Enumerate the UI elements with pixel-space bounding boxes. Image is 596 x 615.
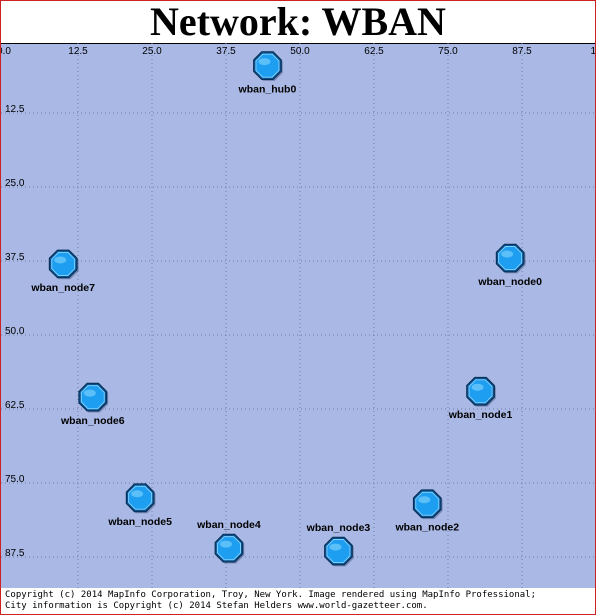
node-label: wban_node3 [306,522,371,534]
node-icon [216,536,241,561]
y-tick-label: 12.5 [5,104,25,115]
x-tick-label: 0.0 [1,46,11,57]
copyright-line-2: City information is Copyright (c) 2014 S… [5,601,428,611]
network-node[interactable]: wban_node0 [477,243,542,288]
copyright-line-1: Copyright (c) 2014 MapInfo Corporation, … [5,590,537,600]
x-tick-label: 75.0 [438,46,458,57]
node-icon [80,385,105,410]
y-tick-label: 25.0 [5,178,25,189]
node-highlight [329,543,342,551]
node-label: wban_node2 [394,522,459,534]
node-icon [468,379,493,404]
x-tick-label: 10 [590,46,595,57]
node-highlight [418,496,431,504]
network-node[interactable]: wban_node4 [196,519,261,564]
y-tick-label: 62.5 [5,400,25,411]
node-label: wban_hub0 [238,84,297,96]
x-tick-label: 37.5 [216,46,236,57]
network-node[interactable]: wban_node3 [306,522,371,567]
node-label: wban_node5 [107,516,172,528]
x-tick-label: 62.5 [364,46,384,57]
node-icon [51,251,76,276]
network-node[interactable]: wban_node6 [60,382,125,427]
map-background [1,43,595,588]
map-title: Network: WBAN [150,0,446,44]
x-tick-label: 87.5 [512,46,532,57]
y-tick-label: 50.0 [5,326,25,337]
x-tick-label: 25.0 [142,46,162,57]
node-icon [415,491,440,516]
node-highlight [258,58,271,66]
y-tick-label: 75.0 [5,474,25,485]
node-icon [128,485,153,510]
node-highlight [54,256,67,264]
y-tick-label: 87.5 [5,548,25,559]
node-label: wban_node6 [60,415,125,427]
copyright-notice: Copyright (c) 2014 MapInfo Corporation, … [5,590,536,612]
node-icon [498,246,523,271]
network-node[interactable]: wban_node1 [448,376,513,421]
node-highlight [219,540,232,548]
node-icon [255,53,280,78]
node-icon [326,539,351,564]
network-map[interactable]: 0.0 12.5 25.0 37.5 50.0 62.5 75.0 87.5 10 12.5 25.… [1,43,595,588]
node-highlight [83,389,96,397]
network-node[interactable]: wban_node7 [30,249,95,294]
node-label: wban_node4 [196,519,261,531]
x-tick-label: 12.5 [68,46,88,57]
network-node[interactable]: wban_node5 [107,483,172,528]
node-highlight [471,383,484,391]
network-node[interactable]: wban_node2 [394,489,459,534]
node-label: wban_node7 [30,282,95,294]
node-label: wban_node0 [477,276,542,288]
node-highlight [131,490,144,498]
y-tick-label: 37.5 [5,252,25,263]
network-node[interactable]: wban_hub0 [238,51,297,96]
node-highlight [501,250,514,258]
x-tick-label: 50.0 [290,46,310,57]
node-label: wban_node1 [448,409,513,421]
